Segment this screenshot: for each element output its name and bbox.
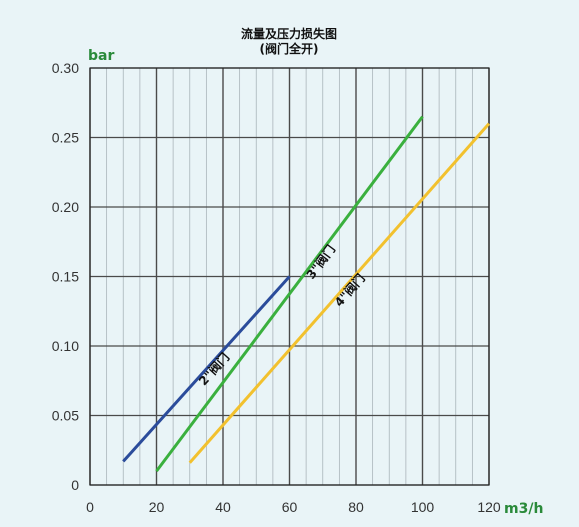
y-tick-label: 0 [71, 477, 79, 493]
x-tick-label: 100 [411, 499, 435, 515]
y-axis-label: bar [88, 48, 114, 64]
x-tick-label: 40 [215, 499, 231, 515]
x-axis-label: m3/h [504, 501, 543, 517]
chart-title: 流量及压力损失图 [241, 26, 337, 41]
y-tick-label: 0.25 [52, 130, 79, 146]
series-line-1 [122, 275, 291, 463]
y-tick-label: 0.20 [52, 199, 79, 215]
chart-subtitle: (阀门全开) [260, 41, 319, 56]
x-tick-label: 20 [149, 499, 165, 515]
x-tick-label: 80 [348, 499, 364, 515]
y-tick-label: 0.10 [52, 338, 79, 354]
x-tick-label: 0 [86, 499, 94, 515]
y-tick-label: 0.05 [52, 408, 79, 424]
y-tick-label: 0.30 [52, 60, 79, 76]
series-line-3 [188, 122, 491, 464]
x-tick-label: 60 [282, 499, 298, 515]
y-tick-label: 0.15 [52, 269, 79, 285]
plot-frame [89, 67, 490, 486]
tick-labels: 0 20 40 60 80 100 120 0 0.05 0.10 0.15 0.20 0.25 0.30 [52, 60, 501, 515]
x-tick-label: 120 [477, 499, 501, 515]
series-line-2 [155, 115, 424, 473]
